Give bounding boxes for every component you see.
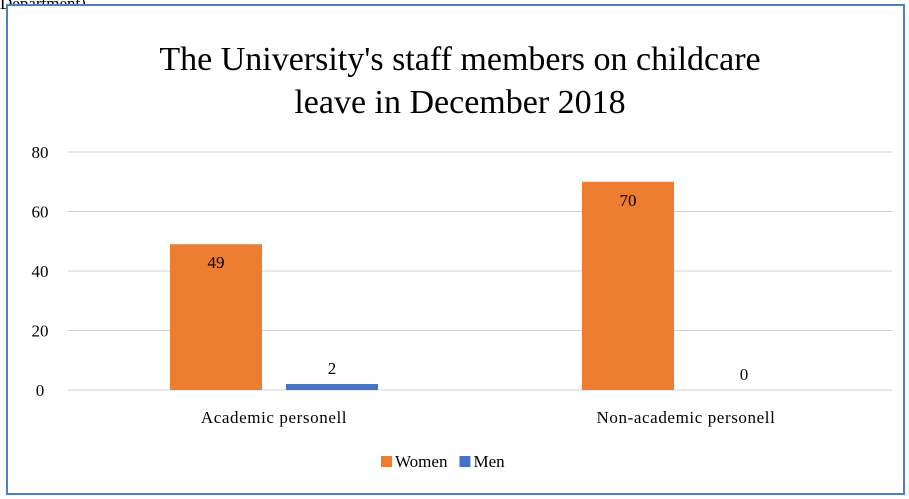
bar-women-1: [170, 244, 262, 390]
legend-label-men: Men: [473, 452, 505, 471]
bar-men-1: [286, 384, 378, 390]
legend-swatch-women: [381, 456, 392, 467]
y-tick-label: 20: [32, 322, 49, 341]
data-label: 0: [740, 365, 749, 384]
chart-title-line-2: leave in December 2018: [294, 84, 625, 121]
y-axis-ticks: 0 20 40 60 80: [32, 143, 49, 400]
legend-label-women: Women: [395, 452, 448, 471]
data-label: 70: [620, 191, 637, 210]
data-label: 2: [328, 359, 337, 378]
category-label: Academic personell: [201, 408, 347, 427]
data-label: 49: [208, 253, 225, 272]
chart-title-line-1: The University's staff members on childc…: [159, 41, 760, 78]
legend-swatch-men: [459, 456, 471, 467]
legend: Women Men: [381, 452, 505, 471]
category-labels: Academic personell Non-academic personell: [201, 408, 776, 427]
y-tick-label: 40: [32, 262, 49, 281]
data-labels: 49 2 70 0: [208, 191, 749, 384]
y-tick-label: 0: [36, 381, 45, 400]
y-tick-label: 60: [32, 203, 49, 222]
bar-women-2: [582, 181, 674, 390]
y-tick-label: 80: [32, 143, 49, 162]
category-label: Non-academic personell: [597, 408, 776, 427]
chart-frame: [6, 4, 905, 495]
bars: [170, 181, 674, 390]
